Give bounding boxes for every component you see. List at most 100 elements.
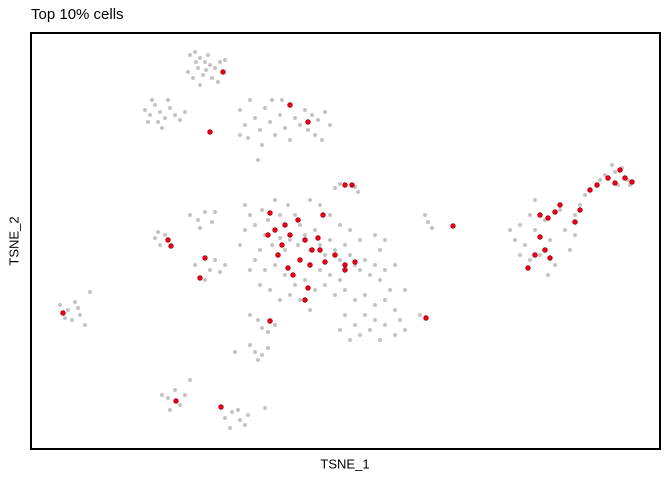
highlight-point xyxy=(605,175,611,181)
highlight-point xyxy=(305,285,311,291)
point xyxy=(426,220,430,224)
highlight-point xyxy=(168,243,174,249)
point xyxy=(328,123,332,127)
point xyxy=(70,318,74,322)
highlight-point xyxy=(165,237,171,243)
point xyxy=(288,293,292,297)
highlight-point xyxy=(282,222,288,228)
point xyxy=(373,318,377,322)
point xyxy=(213,210,217,214)
point xyxy=(218,60,222,64)
point xyxy=(298,123,302,127)
point xyxy=(298,223,302,227)
point xyxy=(283,248,287,252)
point xyxy=(208,268,212,272)
point xyxy=(423,213,427,217)
point xyxy=(323,110,327,114)
point xyxy=(183,110,187,114)
point xyxy=(610,163,614,167)
point xyxy=(533,228,537,232)
point xyxy=(286,203,290,207)
point xyxy=(278,236,282,240)
point xyxy=(198,226,202,230)
highlight-point xyxy=(532,252,538,258)
point xyxy=(338,278,342,282)
highlight-point xyxy=(302,297,308,303)
point xyxy=(583,193,587,197)
highlight-point xyxy=(547,255,553,261)
point xyxy=(243,228,247,232)
point xyxy=(253,223,257,227)
point xyxy=(338,223,342,227)
point xyxy=(238,133,242,137)
highlight-point xyxy=(315,235,321,241)
point xyxy=(158,110,162,114)
point xyxy=(243,123,247,127)
point xyxy=(278,113,282,117)
point xyxy=(248,343,252,347)
point xyxy=(270,243,274,247)
point xyxy=(248,313,252,317)
highlight-point xyxy=(322,259,328,265)
point xyxy=(236,408,240,412)
highlight-point xyxy=(572,219,578,225)
point xyxy=(160,126,164,130)
point xyxy=(213,66,217,70)
point xyxy=(243,423,247,427)
chart-title: Top 10% cells xyxy=(31,6,124,23)
highlight-point xyxy=(220,69,226,75)
point xyxy=(356,190,360,194)
highlight-point xyxy=(349,182,355,188)
highlight-point xyxy=(617,167,623,173)
highlight-point xyxy=(552,209,558,215)
highlight-point xyxy=(202,255,208,261)
highlight-point xyxy=(557,202,563,208)
point xyxy=(238,243,242,247)
highlight-point xyxy=(320,212,326,218)
point xyxy=(363,258,367,262)
point xyxy=(328,213,332,217)
point xyxy=(153,236,157,240)
point xyxy=(348,253,352,257)
point xyxy=(573,213,577,217)
point xyxy=(191,76,195,80)
highlight-point xyxy=(290,272,296,278)
point xyxy=(256,158,260,162)
point xyxy=(223,58,227,62)
highlight-point xyxy=(307,262,313,268)
point xyxy=(88,290,92,294)
point xyxy=(573,233,577,237)
point xyxy=(213,258,217,262)
point xyxy=(153,103,157,107)
point xyxy=(210,76,214,80)
highlight-point xyxy=(295,217,301,223)
point xyxy=(208,63,212,67)
point xyxy=(296,243,300,247)
point xyxy=(393,333,397,337)
point xyxy=(83,323,87,327)
point xyxy=(568,248,572,252)
point xyxy=(313,133,317,137)
point xyxy=(194,60,198,64)
point xyxy=(320,138,324,142)
highlight-point xyxy=(305,119,311,125)
point xyxy=(368,328,372,332)
point xyxy=(283,126,287,130)
point xyxy=(353,298,357,302)
point xyxy=(76,306,80,310)
point xyxy=(343,288,347,292)
point xyxy=(278,298,282,302)
point xyxy=(193,50,197,54)
point xyxy=(260,353,264,357)
point xyxy=(328,238,332,242)
point xyxy=(156,230,160,234)
highlight-point xyxy=(594,182,600,188)
point xyxy=(146,120,150,124)
point xyxy=(143,108,147,112)
highlight-point xyxy=(309,247,315,253)
point xyxy=(533,198,537,202)
point xyxy=(163,116,167,120)
point xyxy=(168,106,172,110)
point xyxy=(210,220,214,224)
